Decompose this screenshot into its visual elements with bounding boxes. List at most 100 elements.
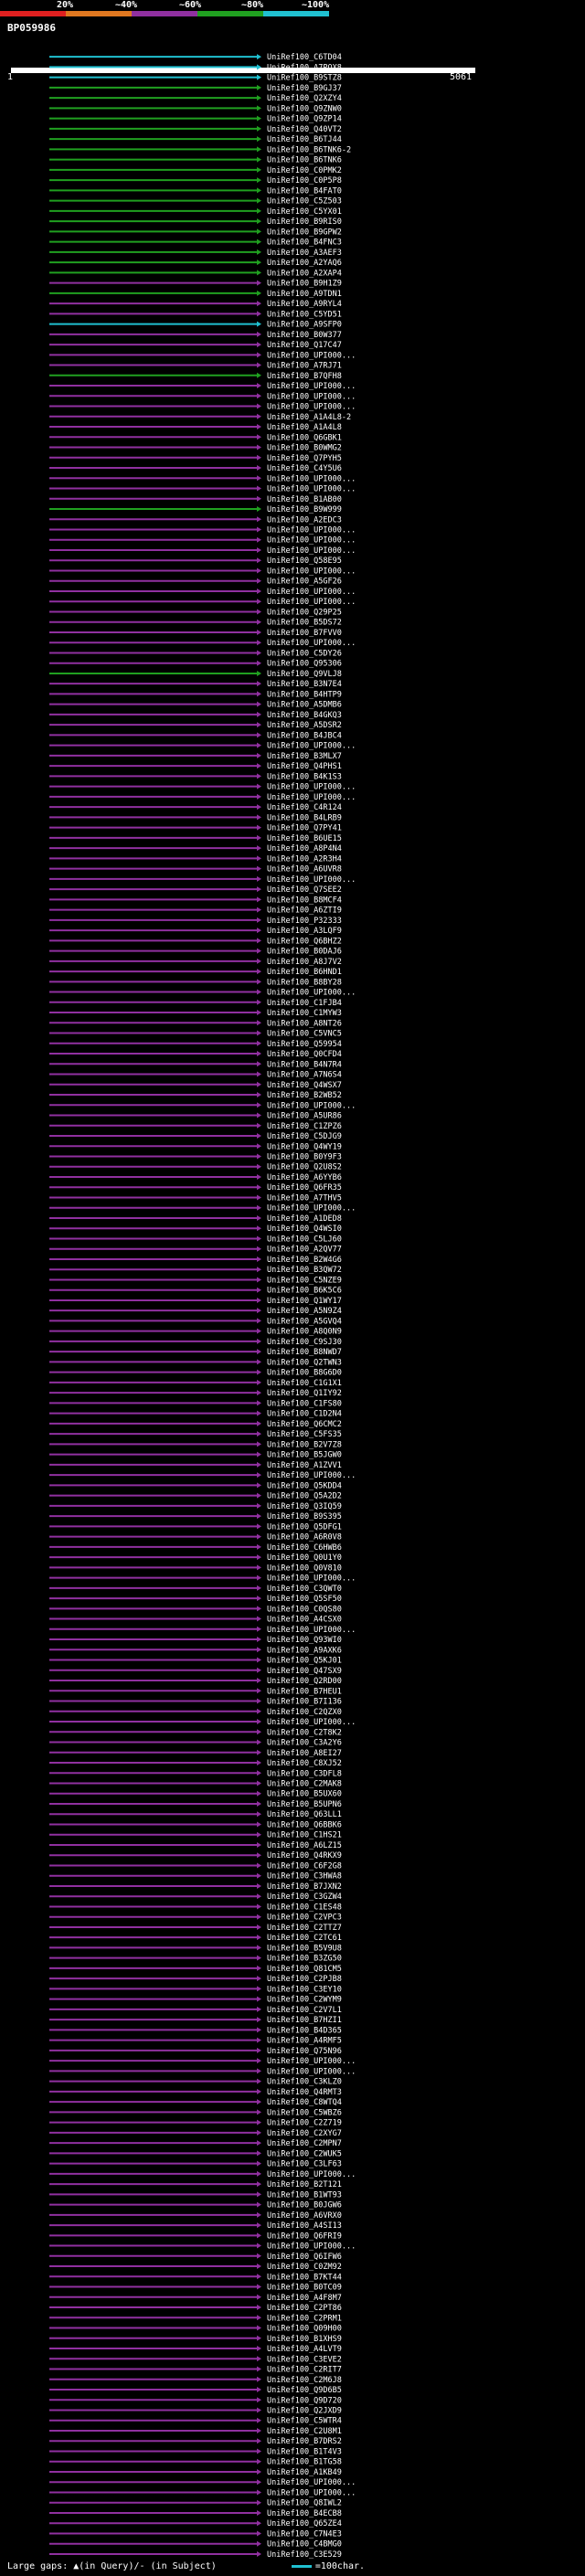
hit-label[interactable]: UniRef100_A5N9Z4 [267,1307,342,1316]
hit-label[interactable]: UniRef100_Q6BBK6 [267,1820,342,1829]
hit-label[interactable]: UniRef100_C6F2G8 [267,1861,342,1871]
hit-label[interactable]: UniRef100_Q0U1Y0 [267,1553,342,1563]
hit-label[interactable]: UniRef100_UPI000... [267,403,356,412]
hit-label[interactable]: UniRef100_UPI000... [267,875,356,885]
hit-label[interactable]: UniRef100_B7QFH8 [267,372,342,381]
hit-label[interactable]: UniRef100_Q9ZP14 [267,115,342,124]
hit-label[interactable]: UniRef100_UPI000... [267,598,356,607]
hit-label[interactable]: UniRef100_Q4RKX9 [267,1851,342,1860]
hit-label[interactable]: UniRef100_C5WTR4 [267,2417,342,2426]
hit-label[interactable]: UniRef100_C2PT86 [267,2304,342,2313]
hit-label[interactable]: UniRef100_B5JGW0 [267,1451,342,1460]
hit-label[interactable]: UniRef100_B5V9U8 [267,1944,342,1953]
hit-label[interactable]: UniRef100_Q29P25 [267,608,342,617]
hit-label[interactable]: UniRef100_B1AB00 [267,495,342,504]
hit-label[interactable]: UniRef100_C2U8M1 [267,2427,342,2436]
hit-label[interactable]: UniRef100_B4D365 [267,2026,342,2035]
hit-label[interactable]: UniRef100_C0QS80 [267,1605,342,1614]
hit-label[interactable]: UniRef100_C1ZPZ6 [267,1122,342,1131]
hit-label[interactable]: UniRef100_B6UE15 [267,834,342,843]
hit-label[interactable]: UniRef100_B0JGW6 [267,2201,342,2210]
hit-label[interactable]: UniRef100_Q5DFG1 [267,1522,342,1532]
hit-label[interactable]: UniRef100_Q6GBK1 [267,433,342,442]
hit-label[interactable]: UniRef100_A6LZ15 [267,1841,342,1850]
hit-label[interactable]: UniRef100_C2PRM1 [267,2314,342,2323]
hit-label[interactable]: UniRef100_C5YD51 [267,310,342,319]
hit-label[interactable]: UniRef100_B1WT93 [267,2190,342,2200]
hit-label[interactable]: UniRef100_Q5A2D2 [267,1492,342,1501]
hit-label[interactable]: UniRef100_A5GF26 [267,578,342,587]
hit-label[interactable]: UniRef100_Q3IQ59 [267,1502,342,1511]
hit-label[interactable]: UniRef100_UPI000... [267,382,356,391]
hit-label[interactable]: UniRef100_UPI000... [267,639,356,648]
hit-label[interactable]: UniRef100_UPI000... [267,783,356,792]
hit-label[interactable]: UniRef100_C5NZE9 [267,1276,342,1285]
hit-label[interactable]: UniRef100_A8EI27 [267,1749,342,1758]
hit-label[interactable]: UniRef100_Q7SEE2 [267,885,342,895]
hit-label[interactable]: UniRef100_C4BMG0 [267,2540,342,2549]
hit-label[interactable]: UniRef100_Q09H00 [267,2325,342,2334]
hit-label[interactable]: UniRef100_Q58E95 [267,557,342,566]
hit-label[interactable]: UniRef100_A2EDC3 [267,515,342,525]
hit-label[interactable]: UniRef100_Q7PYH5 [267,454,342,463]
hit-label[interactable]: UniRef100_A7THV5 [267,1193,342,1203]
hit-label[interactable]: UniRef100_A4RMF5 [267,2037,342,2046]
hit-label[interactable]: UniRef100_C1ES48 [267,1903,342,1912]
hit-label[interactable]: UniRef100_B3N7E4 [267,680,342,689]
hit-label[interactable]: UniRef100_UPI000... [267,392,356,401]
hit-label[interactable]: UniRef100_C4Y5U6 [267,464,342,473]
hit-label[interactable]: UniRef100_Q5KJ01 [267,1657,342,1666]
hit-label[interactable]: UniRef100_A1A4L8-2 [267,413,351,422]
hit-label[interactable]: UniRef100_A5GVQ4 [267,1317,342,1326]
hit-label[interactable]: UniRef100_A9TDN1 [267,290,342,299]
hit-label[interactable]: UniRef100_A4SI13 [267,2221,342,2231]
hit-label[interactable]: UniRef100_A9SFP0 [267,321,342,330]
hit-label[interactable]: UniRef100_B0WMG2 [267,444,342,453]
hit-label[interactable]: UniRef100_B9H1Z9 [267,280,342,289]
hit-label[interactable]: UniRef100_UPI000... [267,485,356,494]
hit-label[interactable]: UniRef100_C2TC61 [267,1934,342,1943]
hit-label[interactable]: UniRef100_Q2XZY4 [267,94,342,103]
hit-label[interactable]: UniRef100_C5DY26 [267,649,342,658]
hit-label[interactable]: UniRef100_C3KLZ0 [267,2078,342,2087]
hit-label[interactable]: UniRef100_C1FJB4 [267,999,342,1008]
hit-label[interactable]: UniRef100_Q9D6B5 [267,2386,342,2395]
hit-label[interactable]: UniRef100_A1ZVV1 [267,1461,342,1470]
hit-label[interactable]: UniRef100_UPI000... [267,2067,356,2076]
hit-label[interactable]: UniRef100_A4F8M7 [267,2294,342,2303]
hit-label[interactable]: UniRef100_C5FS35 [267,1430,342,1439]
hit-label[interactable]: UniRef100_Q93WI0 [267,1636,342,1645]
hit-label[interactable]: UniRef100_B9S395 [267,1512,342,1521]
hit-label[interactable]: UniRef100_UPI000... [267,351,356,360]
hit-label[interactable]: UniRef100_A6UVR8 [267,865,342,875]
hit-label[interactable]: UniRef100_UPI000... [267,474,356,483]
hit-label[interactable]: UniRef100_C2PJB8 [267,1975,342,1984]
hit-label[interactable]: UniRef100_A8Q0N9 [267,1328,342,1337]
hit-label[interactable]: UniRef100_Q9D720 [267,2396,342,2405]
hit-label[interactable]: UniRef100_Q2TWN3 [267,1358,342,1367]
hit-label[interactable]: UniRef100_C2RIT7 [267,2366,342,2375]
hit-label[interactable]: UniRef100_Q40VT2 [267,125,342,134]
hit-label[interactable]: UniRef100_B7I136 [267,1698,342,1707]
hit-label[interactable]: UniRef100_B4K1S3 [267,772,342,781]
hit-label[interactable]: UniRef100_C0ZM92 [267,2263,342,2272]
hit-label[interactable]: UniRef100_A1DED8 [267,1214,342,1224]
hit-label[interactable]: UniRef100_A5DSR2 [267,721,342,730]
hit-label[interactable]: UniRef100_C2MAK8 [267,1779,342,1788]
hit-label[interactable]: UniRef100_C2VPC3 [267,1913,342,1923]
hit-label[interactable]: UniRef100_A6R0V8 [267,1533,342,1542]
hit-label[interactable]: UniRef100_B9GJ37 [267,84,342,93]
hit-label[interactable]: UniRef100_C3GZW4 [267,1892,342,1902]
hit-label[interactable]: UniRef100_P32333 [267,917,342,926]
hit-label[interactable]: UniRef100_B3MLX7 [267,752,342,761]
hit-label[interactable]: UniRef100_Q4WY19 [267,1142,342,1151]
hit-label[interactable]: UniRef100_A3AEF3 [267,249,342,258]
hit-label[interactable]: UniRef100_Q65ZE4 [267,2519,342,2528]
hit-label[interactable]: UniRef100_C2TTZ7 [267,1924,342,1933]
hit-label[interactable]: UniRef100_Q6FRI9 [267,2231,342,2241]
hit-label[interactable]: UniRef100_B0DAJ6 [267,948,342,957]
hit-label[interactable]: UniRef100_B6HND1 [267,968,342,977]
hit-label[interactable]: UniRef100_C2WYM9 [267,1996,342,2005]
hit-label[interactable]: UniRef100_Q81CM5 [267,1965,342,1974]
hit-label[interactable]: UniRef100_Q17C47 [267,341,342,350]
